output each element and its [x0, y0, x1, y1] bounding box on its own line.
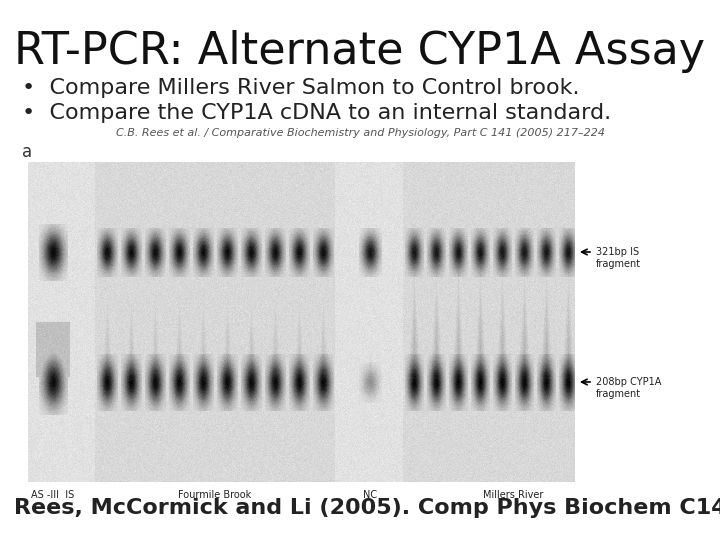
- Text: a: a: [22, 143, 32, 161]
- Text: NC: NC: [363, 490, 377, 500]
- Text: Fourmile Brook: Fourmile Brook: [179, 490, 251, 500]
- Text: Rees, McCormick and Li (2005). Comp Phys Biochem C141: 217-24.: Rees, McCormick and Li (2005). Comp Phys…: [14, 498, 720, 518]
- Text: C.B. Rees et al. / Comparative Biochemistry and Physiology, Part C 141 (2005) 21: C.B. Rees et al. / Comparative Biochemis…: [115, 128, 605, 138]
- Text: •  Compare the CYP1A cDNA to an internal standard.: • Compare the CYP1A cDNA to an internal …: [22, 103, 611, 123]
- Text: 208bp CYP1A
fragment: 208bp CYP1A fragment: [596, 377, 662, 399]
- Text: 321bp IS
fragment: 321bp IS fragment: [596, 247, 641, 268]
- Text: Millers River: Millers River: [483, 490, 543, 500]
- Text: AS -III  IS: AS -III IS: [32, 490, 75, 500]
- Text: RT-PCR: Alternate CYP1A Assay: RT-PCR: Alternate CYP1A Assay: [14, 30, 705, 73]
- Text: •  Compare Millers River Salmon to Control brook.: • Compare Millers River Salmon to Contro…: [22, 78, 580, 98]
